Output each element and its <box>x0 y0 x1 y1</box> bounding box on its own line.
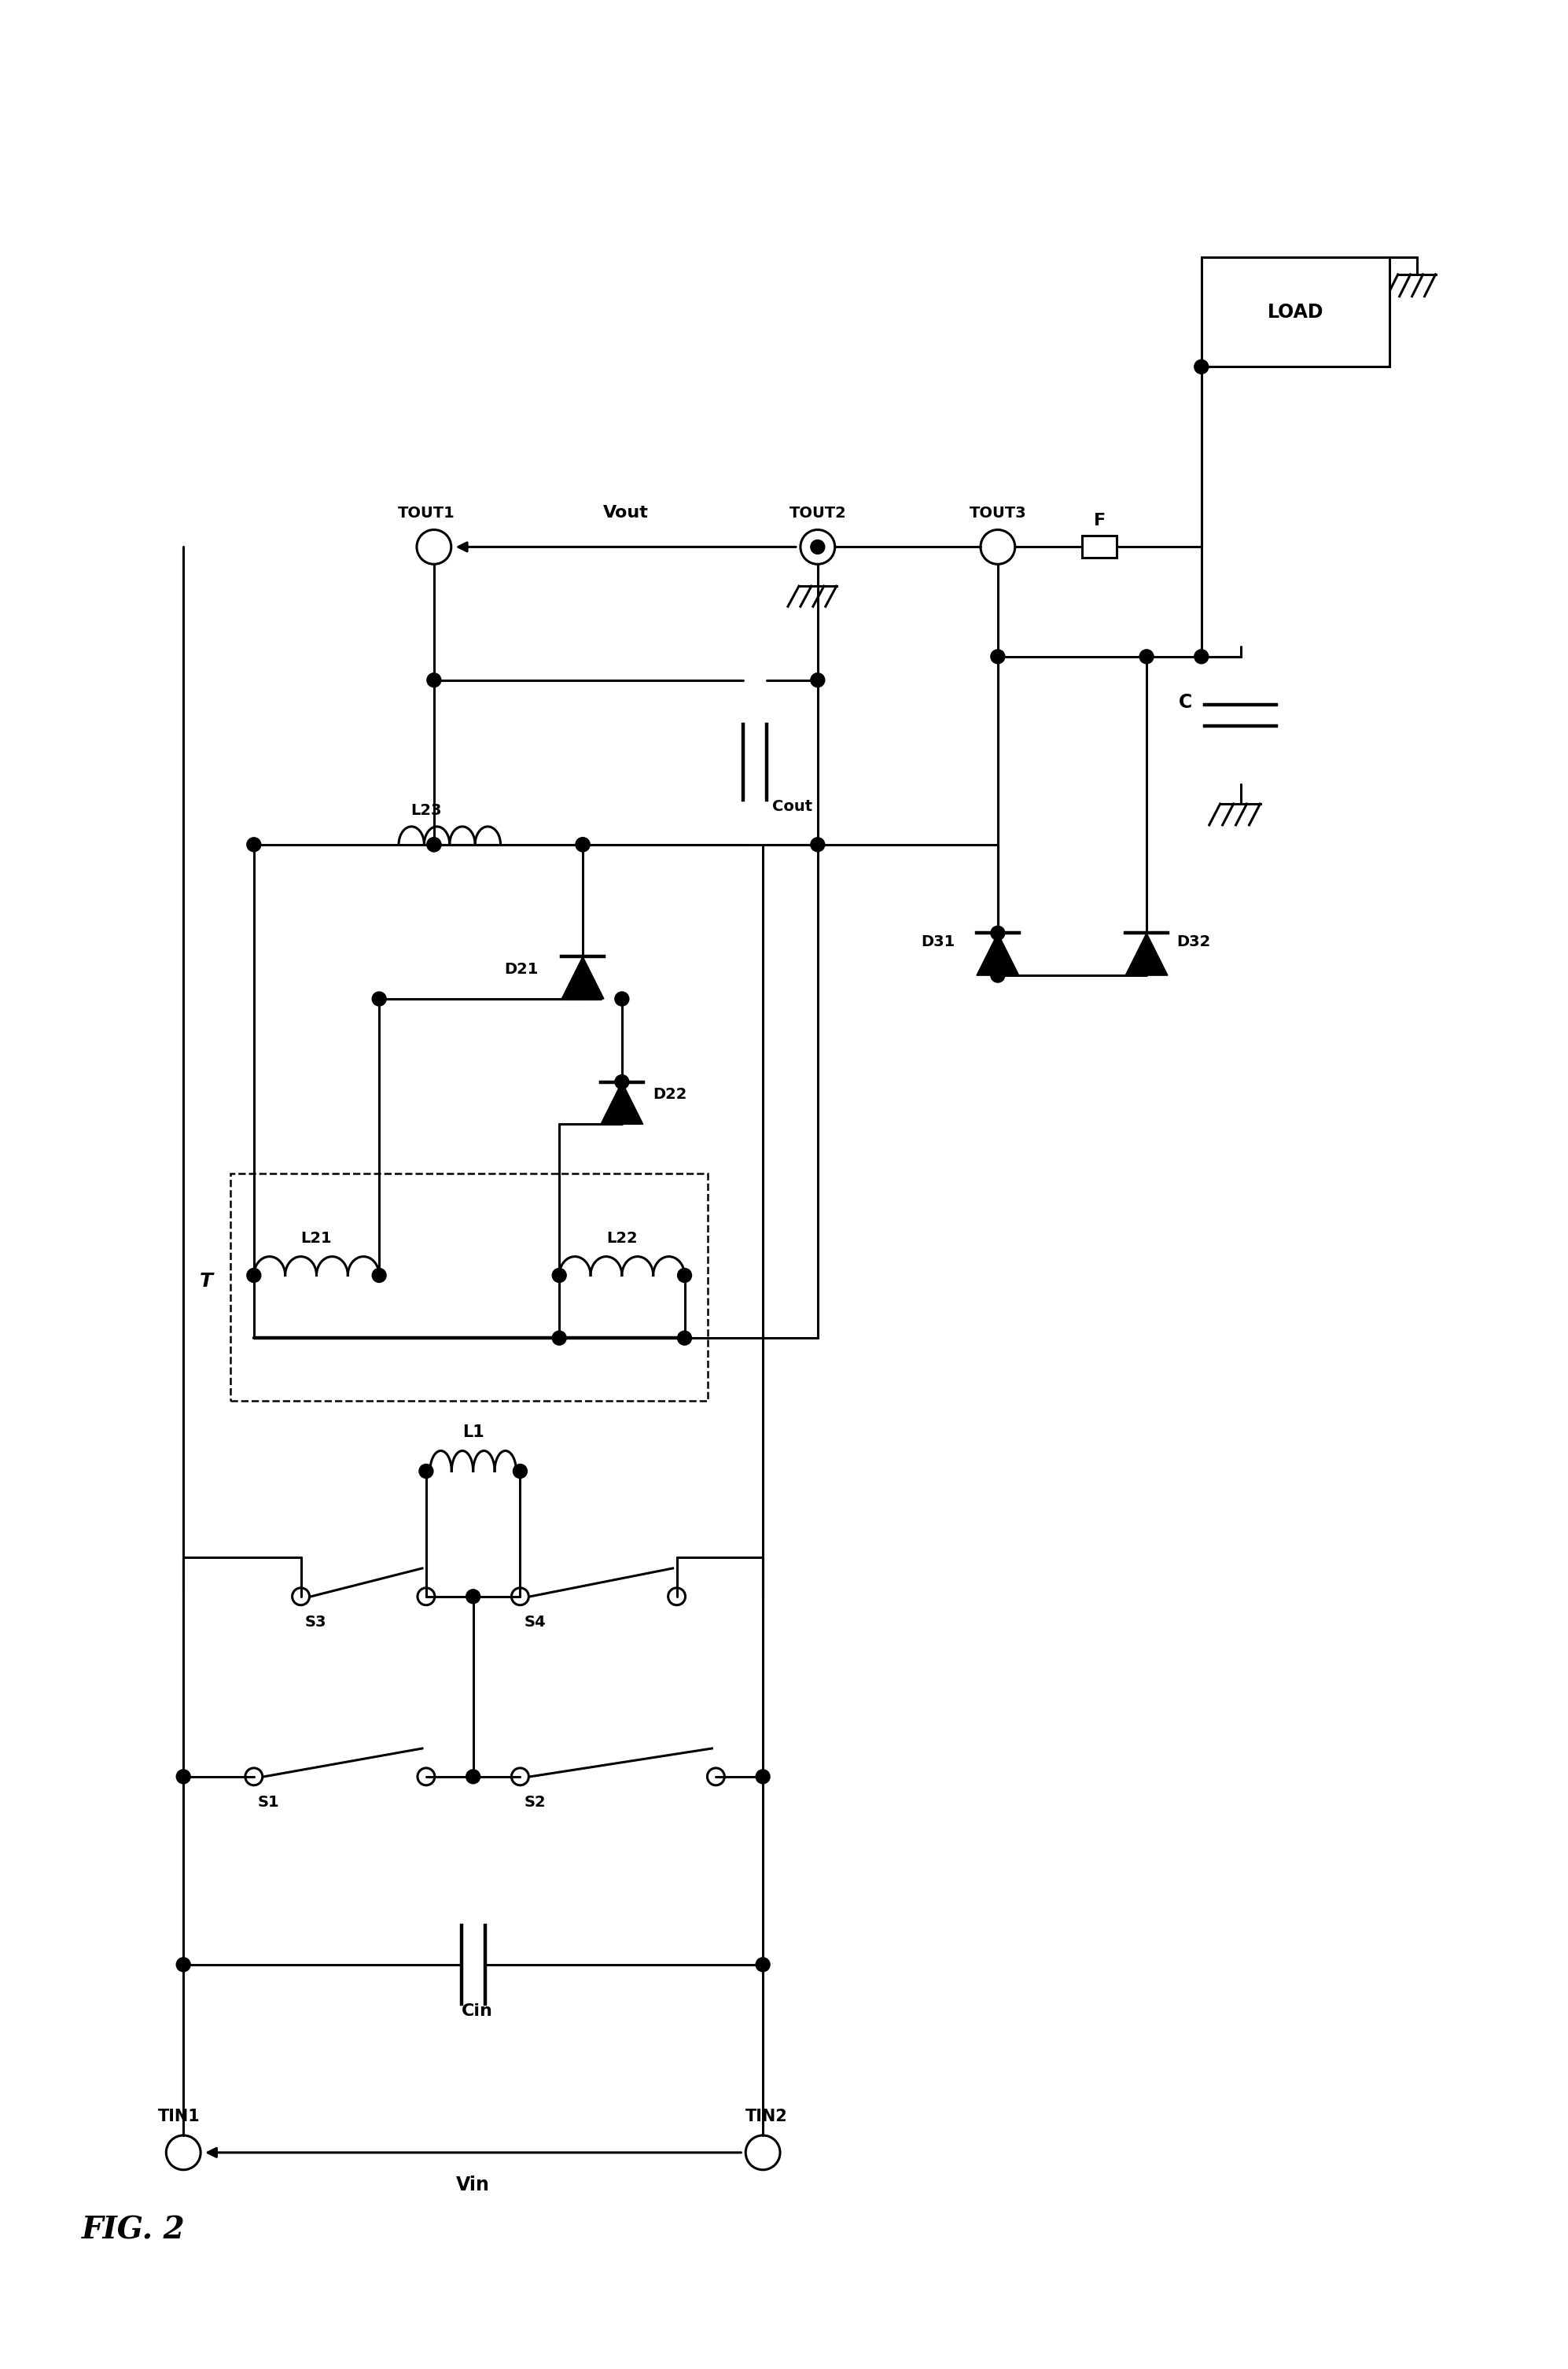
Circle shape <box>372 1267 386 1282</box>
Circle shape <box>1195 360 1209 374</box>
Text: L1: L1 <box>463 1424 485 1440</box>
Circle shape <box>176 1957 190 1971</box>
Text: TOUT2: TOUT2 <box>789 505 847 521</box>
Text: L21: L21 <box>301 1230 332 1246</box>
Circle shape <box>466 1770 480 1784</box>
Circle shape <box>466 1590 480 1604</box>
Text: S1: S1 <box>257 1796 279 1810</box>
Polygon shape <box>561 957 604 1000</box>
Text: D21: D21 <box>505 962 538 976</box>
Bar <box>1082 535 1116 559</box>
Polygon shape <box>977 933 1019 976</box>
Circle shape <box>419 1464 433 1478</box>
Circle shape <box>615 1076 629 1090</box>
Circle shape <box>176 1770 190 1784</box>
Text: LOAD: LOAD <box>1267 303 1323 322</box>
Circle shape <box>991 926 1005 940</box>
Text: S3: S3 <box>304 1613 326 1630</box>
Circle shape <box>811 839 825 850</box>
Text: D32: D32 <box>1176 936 1210 950</box>
Circle shape <box>575 839 590 850</box>
Circle shape <box>246 839 260 850</box>
Text: T: T <box>199 1272 213 1291</box>
Circle shape <box>1140 649 1154 663</box>
Text: D31: D31 <box>920 936 955 950</box>
Circle shape <box>552 1331 566 1346</box>
Text: S4: S4 <box>524 1613 546 1630</box>
Circle shape <box>811 540 825 554</box>
Text: S2: S2 <box>524 1796 546 1810</box>
Circle shape <box>513 1464 527 1478</box>
Circle shape <box>991 649 1005 663</box>
Circle shape <box>756 1957 770 1971</box>
Text: F: F <box>1093 512 1105 528</box>
Circle shape <box>677 1267 691 1282</box>
Circle shape <box>575 839 590 850</box>
Text: TIN1: TIN1 <box>158 2108 201 2125</box>
Bar <box>1201 258 1389 367</box>
Text: C: C <box>1179 692 1192 711</box>
Circle shape <box>756 1770 770 1784</box>
Circle shape <box>552 1267 566 1282</box>
Circle shape <box>372 993 386 1007</box>
Text: Cin: Cin <box>461 2002 492 2018</box>
Text: FIG. 2: FIG. 2 <box>82 2215 185 2246</box>
Text: Cout: Cout <box>773 798 812 815</box>
Circle shape <box>615 993 629 1007</box>
Text: D22: D22 <box>654 1087 687 1102</box>
Circle shape <box>677 1331 691 1346</box>
Text: Vin: Vin <box>456 2175 489 2194</box>
Circle shape <box>991 969 1005 983</box>
Circle shape <box>811 673 825 687</box>
Text: L22: L22 <box>607 1230 638 1246</box>
Circle shape <box>1195 649 1209 663</box>
Text: TOUT1: TOUT1 <box>398 505 455 521</box>
Circle shape <box>426 673 441 687</box>
Text: TIN2: TIN2 <box>746 2108 787 2125</box>
Text: L23: L23 <box>411 803 442 817</box>
Circle shape <box>246 1267 260 1282</box>
Circle shape <box>426 839 441 850</box>
Polygon shape <box>1126 933 1168 976</box>
Text: TOUT3: TOUT3 <box>969 505 1027 521</box>
Polygon shape <box>601 1083 643 1125</box>
Circle shape <box>426 839 441 850</box>
Text: Vout: Vout <box>604 505 649 521</box>
